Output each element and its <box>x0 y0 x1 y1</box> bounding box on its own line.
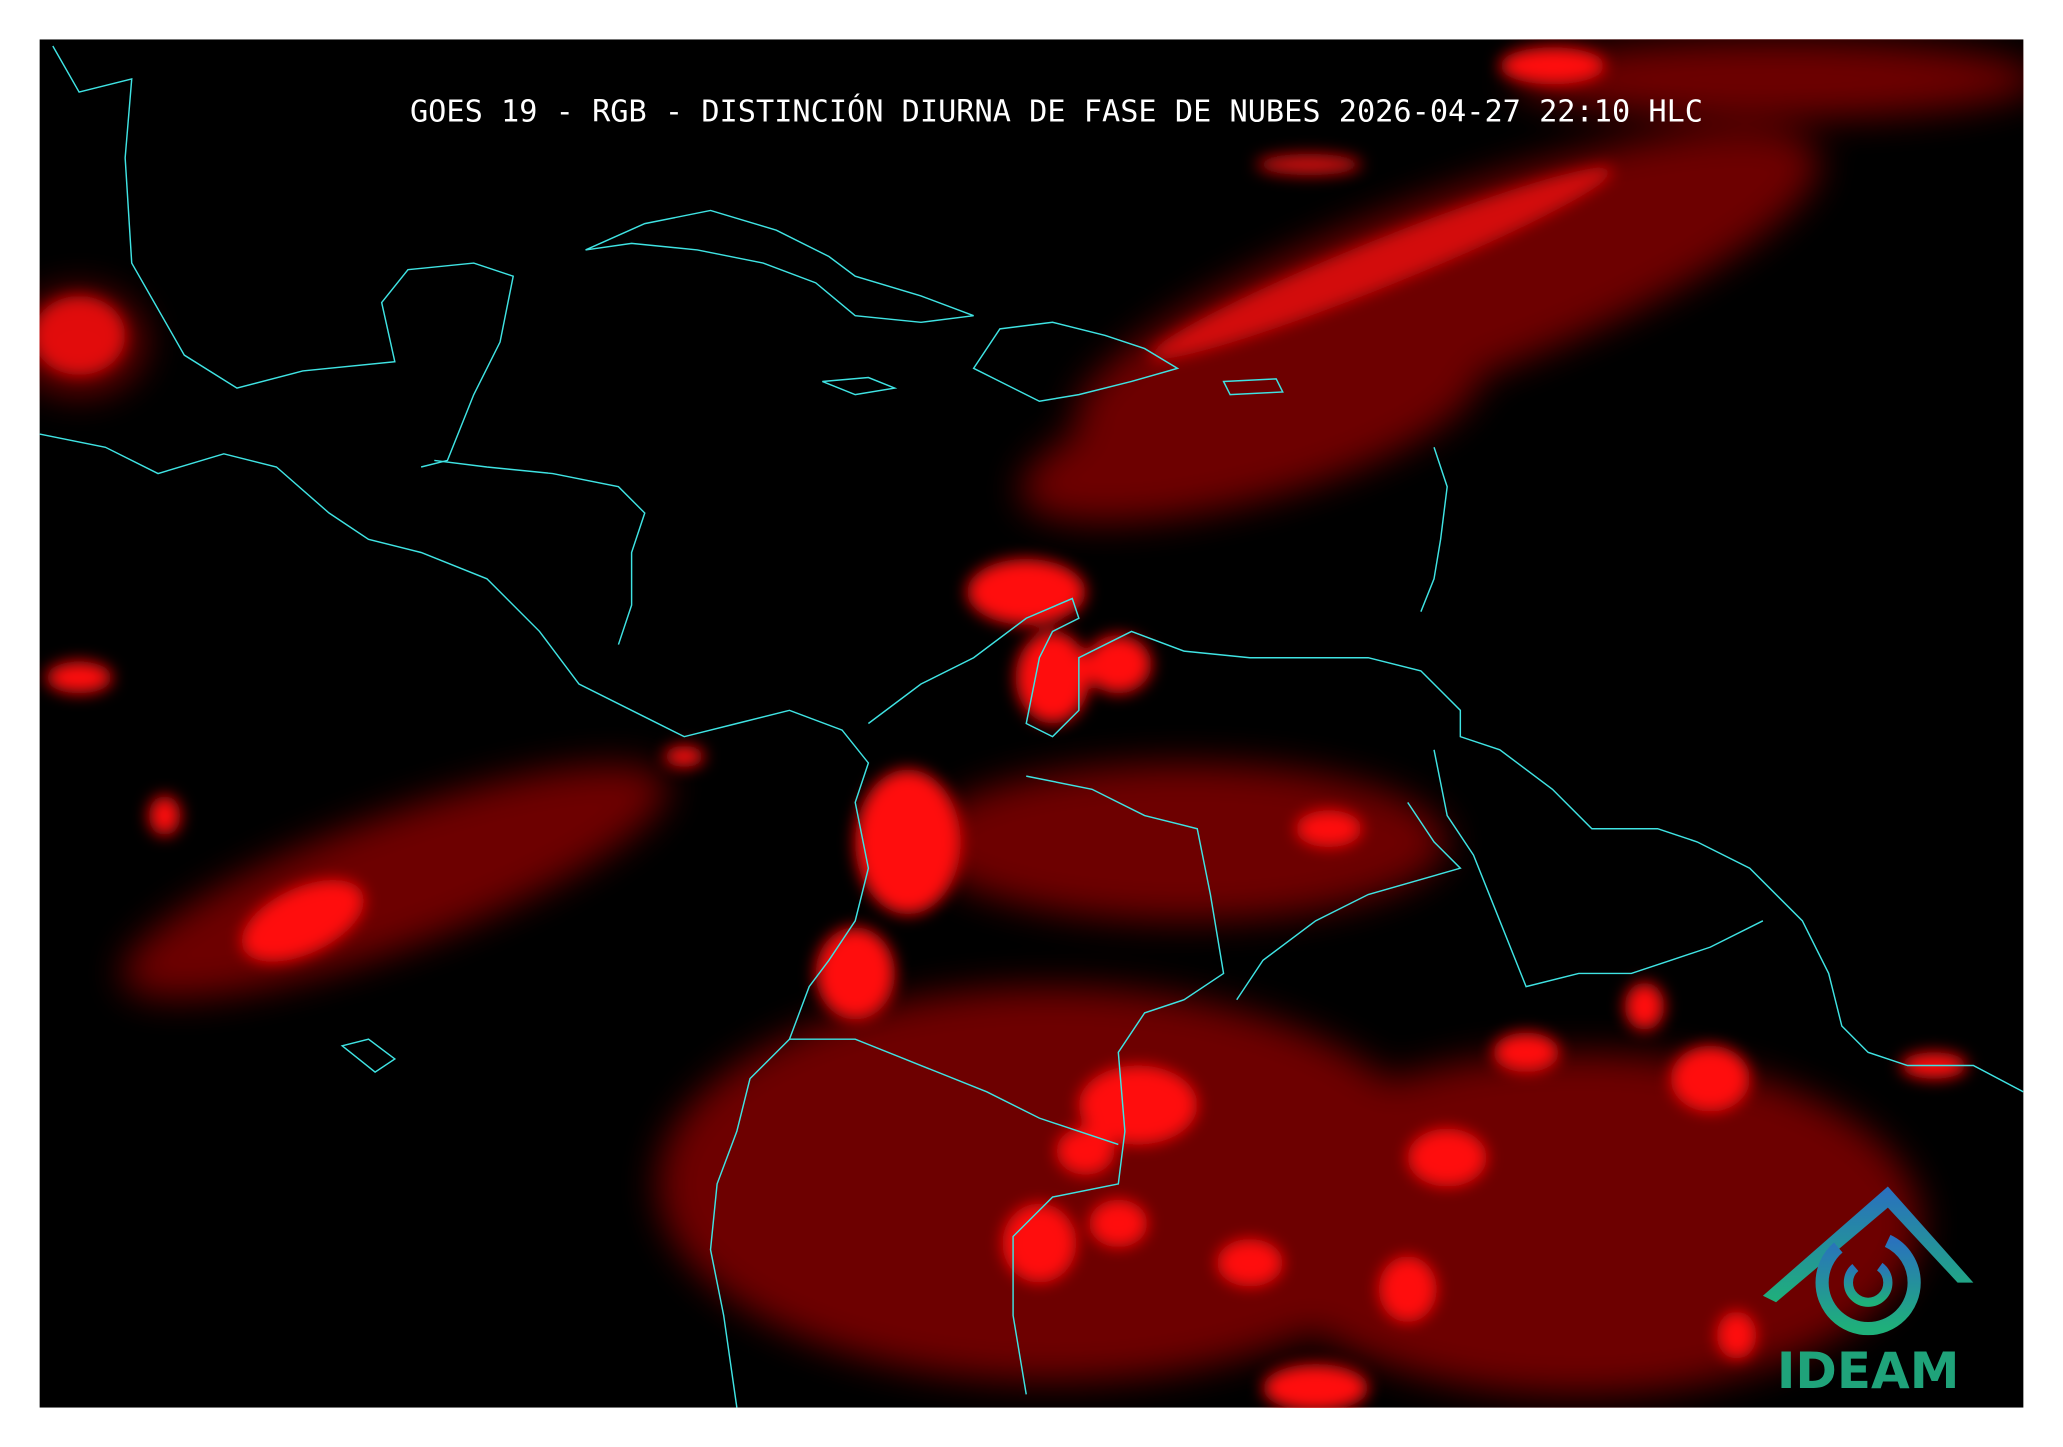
logo-roof <box>1762 1186 1974 1303</box>
logo-swirl <box>1815 1229 1921 1336</box>
clouds <box>39 39 2024 1408</box>
logo-text: IDEAM <box>1777 1342 1960 1400</box>
map-title: GOES 19 - RGB - DISTINCIÓN DIURNA DE FAS… <box>410 93 1703 130</box>
logo-swirl-inner <box>1843 1258 1893 1307</box>
logo: IDEAM <box>1762 1186 1974 1400</box>
coastlines <box>39 45 2024 1408</box>
